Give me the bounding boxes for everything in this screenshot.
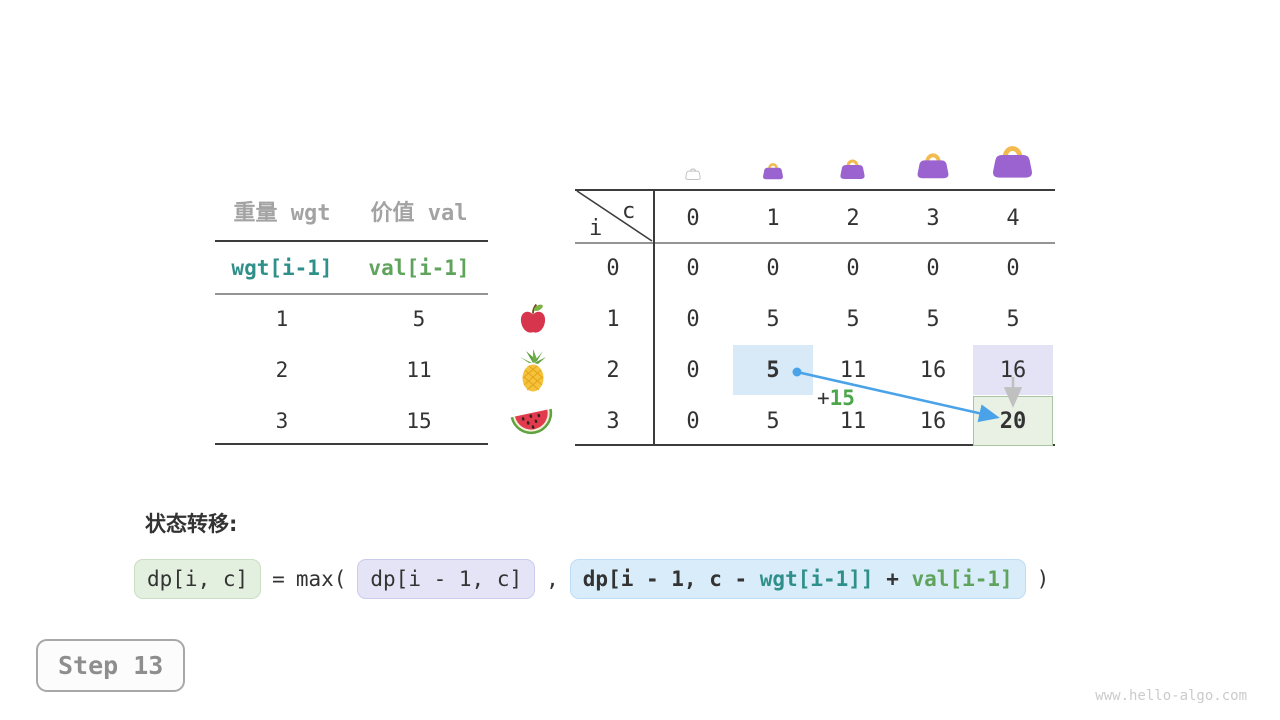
pineapple-icon [517, 349, 549, 393]
dp-cell-r3-c4-target-highlight: 20 [973, 396, 1053, 446]
dp-cell-r0-c2: 0 [846, 255, 860, 281]
dp-corner-col-label: c [622, 199, 636, 224]
state-transition-formula: dp[i, c] = max( dp[i - 1, c] , dp[i - 1,… [134, 559, 1049, 599]
items-col-header-value: 价值 val [370, 201, 468, 226]
dp-cell-r0-c0: 0 [686, 255, 700, 281]
dp-cell-r1-c2: 5 [846, 306, 860, 332]
dp-table-rule-header [575, 242, 1055, 244]
formula-arg2-prefix: dp[i - 1, c - [582, 567, 760, 591]
items-col-header-weight: 重量 wgt [233, 201, 331, 226]
dp-table-rule-top [575, 189, 1055, 191]
bag-size-4-icon [991, 142, 1034, 181]
formula-comma: , [546, 567, 559, 591]
dp-col-header-3: 3 [926, 205, 940, 231]
dp-cell-r0-c4: 0 [1006, 255, 1020, 281]
items-formula-wgt: wgt[i-1] [231, 256, 333, 280]
items-table-rule-top [215, 240, 488, 242]
formula-max-open: max( [295, 567, 347, 591]
items-row1-wgt: 1 [275, 307, 289, 331]
dp-cell-r2-c1-source-highlight: 5 [733, 345, 813, 395]
dp-cell-r1-c1: 5 [766, 306, 780, 332]
bag-size-3-icon [916, 150, 950, 181]
dp-cell-r0-c1: 0 [766, 255, 780, 281]
annotation-plus-sign: + [817, 386, 830, 410]
state-transition-label: 状态转移: [145, 512, 238, 536]
dp-cell-r1-c0: 0 [686, 306, 700, 332]
dp-col-header-4: 4 [1006, 205, 1020, 231]
dp-cell-r3-c1: 5 [766, 408, 780, 434]
items-row2-wgt: 2 [275, 358, 289, 382]
dp-table-rule-bottom [575, 444, 1055, 446]
items-row3-val: 15 [406, 409, 432, 433]
transition-annotation: +15 [817, 386, 855, 410]
watermark: www.hello-algo.com [1095, 688, 1247, 704]
step-badge: Step 13 [36, 639, 186, 692]
items-row3-wgt: 3 [275, 409, 289, 433]
formula-arg1-box: dp[i - 1, c] [357, 559, 536, 599]
dp-row-header-2: 2 [606, 357, 620, 383]
dp-cell-r2-c4-compare-highlight: 16 [973, 345, 1053, 395]
apple-icon [518, 302, 548, 335]
dp-col-header-2: 2 [846, 205, 860, 231]
formula-equals: = [272, 567, 285, 591]
dp-cell-r2-c0: 0 [686, 357, 700, 383]
formula-arg2-plus: + [873, 567, 912, 591]
watermelon-icon [509, 403, 555, 437]
items-table-rule-bottom [215, 443, 488, 445]
formula-arg2-wgt: wgt[i-1]] [759, 567, 874, 591]
items-formula-val: val[i-1] [368, 256, 470, 280]
dp-cell-r1-c3: 5 [926, 306, 940, 332]
dp-row-header-3: 3 [606, 408, 620, 434]
dp-cell-r1-c4: 5 [1006, 306, 1020, 332]
items-row1-val: 5 [412, 307, 426, 331]
bag-empty-icon [685, 166, 701, 181]
dp-cell-r3-c0: 0 [686, 408, 700, 434]
items-row2-val: 11 [406, 358, 432, 382]
items-table-rule-mid [215, 293, 488, 295]
formula-close-paren: ) [1036, 567, 1050, 591]
dp-cell-r3-c3: 16 [919, 408, 947, 434]
dp-col-header-1: 1 [766, 205, 780, 231]
dp-row-header-0: 0 [606, 255, 620, 281]
annotation-value: 15 [829, 386, 855, 410]
formula-arg2-val: val[i-1] [911, 567, 1013, 591]
dp-corner-row-label: i [589, 216, 603, 241]
dp-cell-r0-c3: 0 [926, 255, 940, 281]
formula-lhs-box: dp[i, c] [134, 559, 262, 599]
dp-table-divider-vertical [653, 189, 655, 446]
dp-col-header-0: 0 [686, 205, 700, 231]
dp-row-header-1: 1 [606, 306, 620, 332]
bag-size-1-icon [762, 161, 784, 181]
dp-cell-r2-c3: 16 [919, 357, 947, 383]
bag-size-2-icon [839, 157, 866, 181]
formula-arg2-box: dp[i - 1, c - wgt[i-1]] + val[i-1] [569, 559, 1026, 599]
